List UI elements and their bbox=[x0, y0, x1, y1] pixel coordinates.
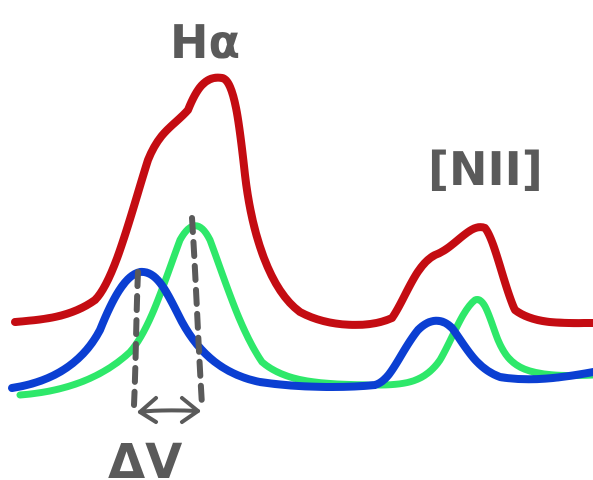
delta-v-arrow-left-head bbox=[138, 396, 158, 424]
delta-v-label: ΔV bbox=[108, 434, 182, 480]
green-peak-dashed-guide bbox=[189, 215, 205, 408]
green-component-curve bbox=[16, 222, 593, 399]
delta-v-arrow-right-head bbox=[180, 396, 200, 424]
h-alpha-label: Hα bbox=[170, 15, 240, 69]
blue-peak-dashed-guide bbox=[131, 269, 141, 408]
red-spectrum-curve bbox=[11, 73, 593, 329]
delta-v-arrow-shaft bbox=[138, 408, 200, 414]
blue-component-curve bbox=[8, 267, 593, 392]
n-ii-label: [NII] bbox=[428, 142, 543, 196]
